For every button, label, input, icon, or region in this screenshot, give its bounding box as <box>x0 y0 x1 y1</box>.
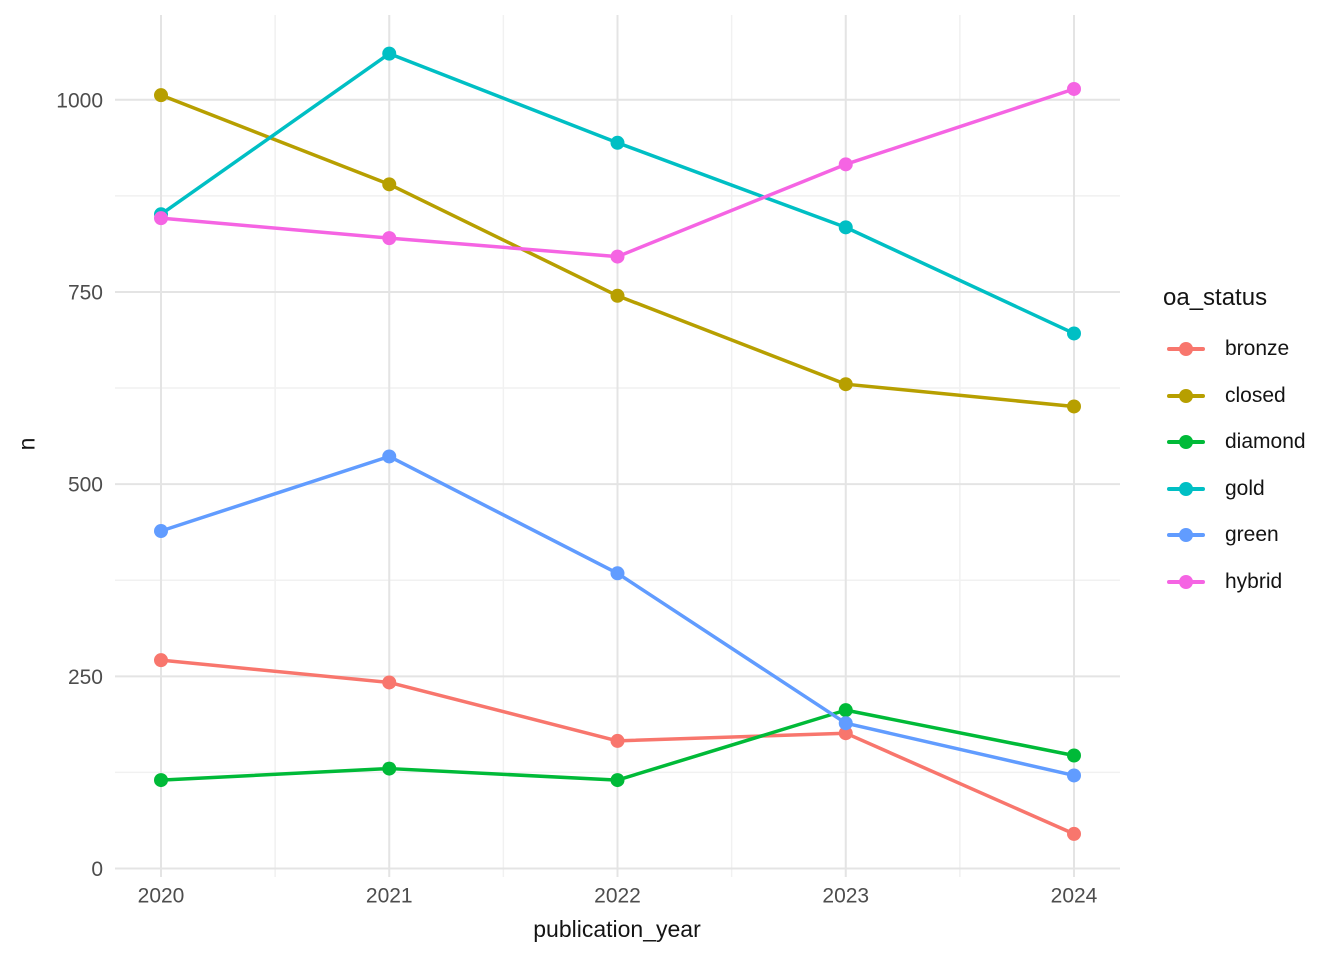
data-point-closed <box>838 377 853 392</box>
legend-item-label: gold <box>1225 476 1265 500</box>
legend-key-dot <box>1179 435 1193 450</box>
x-tick-label: 2023 <box>822 885 869 908</box>
data-point-closed <box>154 88 168 103</box>
x-tick-label: 2020 <box>138 885 185 908</box>
data-point-hybrid <box>838 157 853 172</box>
data-point-green <box>610 566 625 581</box>
data-point-hybrid <box>610 249 625 264</box>
legend-item-label: closed <box>1225 383 1286 407</box>
legend-key-icon <box>1167 481 1205 497</box>
data-point-hybrid <box>382 231 397 246</box>
data-point-gold <box>382 46 397 61</box>
legend-key-icon <box>1167 527 1205 543</box>
legend-key-icon <box>1167 341 1205 357</box>
x-tick-label: 2021 <box>366 885 413 908</box>
data-point-green <box>838 716 853 731</box>
legend-key-icon <box>1167 574 1205 590</box>
data-point-bronze <box>838 726 853 741</box>
y-axis-title: n <box>13 437 40 451</box>
data-point-green <box>1067 768 1081 783</box>
y-tick-label: 500 <box>68 474 103 497</box>
x-tick-label: 2022 <box>594 885 641 908</box>
data-point-diamond <box>1067 748 1081 763</box>
data-point-closed <box>382 177 397 192</box>
legend-item-hybrid: hybrid <box>1163 559 1306 606</box>
data-point-bronze <box>382 675 397 690</box>
x-axis-title: publication_year <box>533 916 701 942</box>
data-point-closed <box>1067 399 1081 414</box>
legend-key-dot <box>1179 528 1193 543</box>
data-point-hybrid <box>1067 81 1081 96</box>
data-point-diamond <box>838 703 853 718</box>
legend-key-dot <box>1179 342 1193 357</box>
data-point-hybrid <box>154 211 168 226</box>
legend-item-gold: gold <box>1163 466 1306 513</box>
data-point-gold <box>838 220 853 235</box>
data-point-diamond <box>382 761 397 776</box>
y-tick-label: 750 <box>68 281 103 304</box>
legend-item-label: bronze <box>1225 337 1290 361</box>
legend-key-dot <box>1179 574 1193 589</box>
data-point-gold <box>610 135 625 150</box>
data-point-bronze <box>1067 826 1081 841</box>
y-tick-label: 1000 <box>56 89 103 112</box>
data-point-closed <box>610 288 625 303</box>
legend-item-label: green <box>1225 523 1279 547</box>
legend-title: oa_status <box>1163 284 1268 311</box>
data-point-green <box>382 449 397 464</box>
legend-key-icon <box>1167 388 1205 404</box>
legend-item-closed: closed <box>1163 373 1306 420</box>
legend-item-label: hybrid <box>1225 569 1283 593</box>
legend: oa_status bronze closed diamond gold green hy… <box>1163 284 1306 605</box>
data-point-bronze <box>154 653 168 668</box>
data-point-gold <box>1067 326 1081 341</box>
x-tick-label: 2024 <box>1051 885 1098 908</box>
legend-key-dot <box>1179 481 1193 496</box>
y-tick-label: 0 <box>91 858 103 881</box>
legend-item-green: green <box>1163 512 1306 559</box>
legend-item-bronze: bronze <box>1163 326 1306 373</box>
legend-items: bronze closed diamond gold green hybrid <box>1163 326 1306 605</box>
legend-key-icon <box>1167 434 1205 450</box>
data-point-diamond <box>154 773 168 788</box>
data-point-bronze <box>610 733 625 748</box>
legend-key-dot <box>1179 388 1193 403</box>
data-point-green <box>154 524 168 539</box>
y-tick-label: 250 <box>68 666 103 689</box>
legend-item-diamond: diamond <box>1163 419 1306 466</box>
data-point-diamond <box>610 773 625 788</box>
legend-item-label: diamond <box>1225 430 1306 454</box>
